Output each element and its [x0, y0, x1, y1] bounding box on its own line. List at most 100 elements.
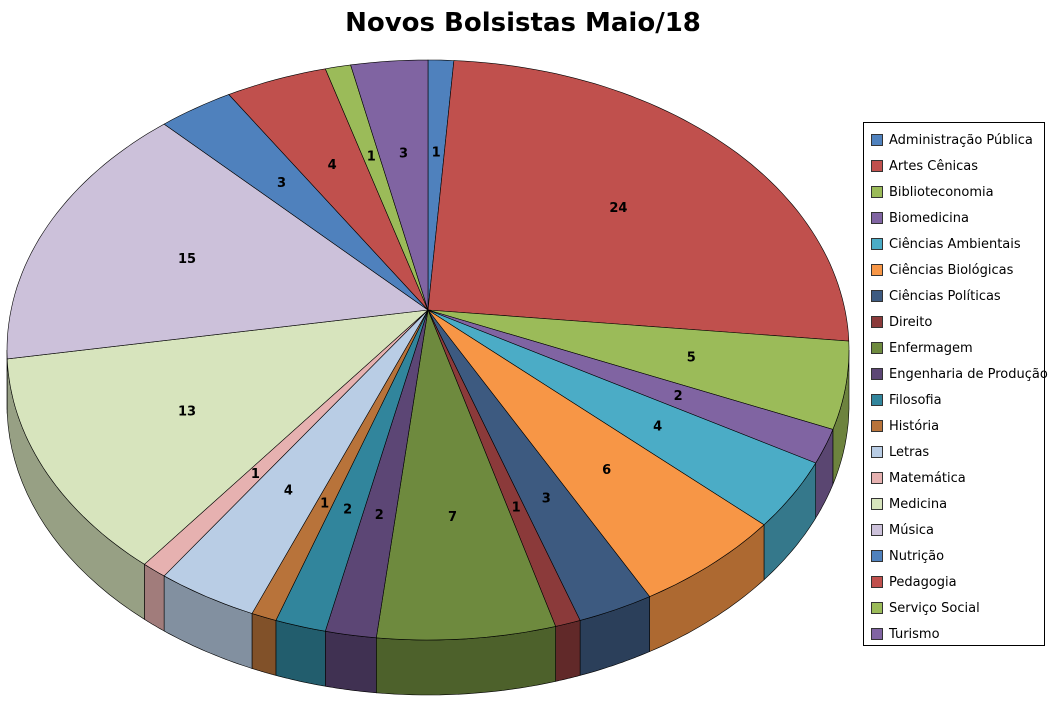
legend-swatch	[871, 628, 883, 640]
legend-label: Música	[889, 522, 934, 538]
pie-slice	[427, 60, 850, 342]
pie-slice	[275, 309, 429, 632]
legend: Administração Pública Artes Cênicas Biblio…	[863, 122, 1048, 647]
legend-label: Biomedicina	[889, 210, 969, 226]
legend-swatch	[871, 394, 883, 406]
legend-label: Ciências Ambientais	[889, 236, 1021, 252]
pie-slice	[427, 309, 765, 597]
legend-label: Matemática	[889, 470, 966, 486]
legend-item: Medicina	[864, 491, 1044, 517]
legend-label: Nutrição	[889, 548, 945, 564]
pie-slice	[163, 94, 429, 311]
data-label: 4	[653, 420, 662, 435]
pie-slice	[375, 308, 557, 641]
data-label: 1	[432, 146, 441, 161]
legend-swatch	[871, 472, 883, 484]
legend-item: Música	[864, 517, 1044, 543]
pie-slice	[163, 309, 429, 614]
pie-slice	[324, 309, 429, 639]
legend-label: Administração Pública	[889, 132, 1033, 148]
legend-swatch	[871, 420, 883, 432]
legend-swatch	[871, 316, 883, 328]
legend-item: Engenharia de Produção	[864, 361, 1048, 387]
legend-item: Filosofia	[864, 387, 1044, 413]
pie-slice	[228, 68, 429, 311]
legend-swatch	[871, 290, 883, 302]
legend-item: Pedagogia	[864, 569, 1044, 595]
pie-sides	[6, 350, 850, 696]
legend-swatch	[871, 212, 883, 224]
legend-swatch	[871, 238, 883, 250]
data-label: 4	[328, 158, 337, 173]
legend-swatch	[871, 134, 883, 146]
data-label: 3	[399, 146, 408, 161]
data-label: 3	[542, 492, 551, 507]
legend-label: Pedagogia	[889, 574, 957, 590]
legend-item: Artes Cênicas	[864, 153, 1044, 179]
pie-slice	[6, 309, 429, 565]
legend-label: Artes Cênicas	[889, 158, 979, 174]
data-label: 2	[375, 508, 384, 523]
legend-label: Enfermagem	[889, 340, 973, 356]
legend-label: Letras	[889, 444, 930, 460]
legend-item: História	[864, 413, 1044, 439]
legend-item: Letras	[864, 439, 1044, 465]
legend-label: Engenharia de Produção	[889, 366, 1048, 382]
legend-label: Filosofia	[889, 392, 942, 408]
legend-swatch	[871, 576, 883, 588]
legend-swatch	[871, 160, 883, 172]
legend-label: Medicina	[889, 496, 948, 512]
legend-item: Ciências Ambientais	[864, 231, 1044, 257]
pie-side-9	[325, 630, 377, 694]
legend-label: Ciências Políticas	[889, 288, 1001, 304]
data-label: 6	[602, 463, 611, 478]
legend-swatch	[871, 550, 883, 562]
legend-item: Ciências Biológicas	[864, 257, 1044, 283]
pie-slice	[6, 123, 429, 360]
legend-swatch	[871, 186, 883, 198]
data-label: 7	[448, 510, 457, 525]
pie-side-7	[555, 620, 581, 682]
legend-item: Biomedicina	[864, 205, 1044, 231]
pie-slice	[350, 59, 429, 311]
pie-slice	[427, 309, 850, 430]
chart-title: Novos Bolsistas Maio/18	[345, 8, 701, 38]
legend-swatch	[871, 498, 883, 510]
legend-label: Serviço Social	[889, 600, 980, 616]
legend-label: Ciências Biológicas	[889, 262, 1014, 278]
legend-item: Enfermagem	[864, 335, 1044, 361]
data-label: 1	[512, 501, 521, 516]
pie-slice	[427, 309, 834, 464]
legend-label: Turismo	[889, 626, 940, 642]
data-label: 3	[277, 176, 286, 191]
data-label: 2	[343, 502, 352, 517]
legend-item: Direito	[864, 309, 1044, 335]
legend-item: Serviço Social	[864, 595, 1044, 621]
legend-item: Ciências Políticas	[864, 283, 1044, 309]
data-label: 13	[178, 405, 196, 420]
pie-slice	[427, 309, 817, 526]
legend-swatch	[871, 342, 883, 354]
legend-swatch	[871, 602, 883, 614]
data-label: 5	[687, 351, 696, 366]
data-label: 15	[178, 252, 196, 267]
legend-item: Administração Pública	[864, 127, 1044, 153]
legend-swatch	[871, 446, 883, 458]
data-label: 24	[609, 201, 627, 216]
pie-side-11	[251, 613, 277, 676]
pie-side-10	[275, 620, 326, 687]
legend-label: Biblioteconomia	[889, 184, 994, 200]
data-label: 1	[320, 496, 329, 511]
legend-swatch	[871, 264, 883, 276]
legend-swatch	[871, 368, 883, 380]
legend-item: Matemática	[864, 465, 1044, 491]
legend-swatch	[871, 524, 883, 536]
data-label: 1	[251, 467, 260, 482]
pie-slice	[427, 309, 651, 621]
legend-item: Biblioteconomia	[864, 179, 1044, 205]
legend-item: Turismo	[864, 621, 1044, 647]
data-label: 4	[284, 484, 293, 499]
legend-label: História	[889, 418, 940, 434]
legend-item: Nutrição	[864, 543, 1044, 569]
